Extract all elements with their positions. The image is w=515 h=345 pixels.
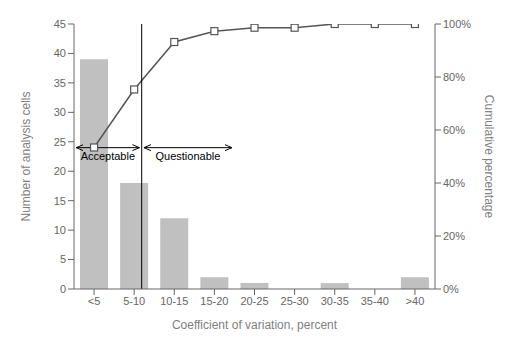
svg-text:20%: 20%	[443, 230, 465, 242]
svg-text:30-35: 30-35	[321, 295, 349, 307]
svg-text:30: 30	[54, 106, 66, 118]
svg-text:35-40: 35-40	[361, 295, 389, 307]
svg-text:5-10: 5-10	[123, 295, 145, 307]
svg-text:40%: 40%	[443, 177, 465, 189]
svg-text:25: 25	[54, 136, 66, 148]
svg-text:Questionable: Questionable	[156, 150, 221, 162]
svg-text:45: 45	[54, 18, 66, 30]
svg-text:100%: 100%	[443, 18, 471, 30]
svg-text:40: 40	[54, 47, 66, 59]
svg-text:60%: 60%	[443, 124, 465, 136]
svg-text:15-20: 15-20	[200, 295, 228, 307]
svg-text:15: 15	[54, 195, 66, 207]
svg-text:5: 5	[60, 253, 66, 265]
svg-text:0%: 0%	[443, 283, 459, 295]
svg-text:Acceptable: Acceptable	[81, 150, 135, 162]
svg-text:35: 35	[54, 77, 66, 89]
svg-text:80%: 80%	[443, 71, 465, 83]
svg-text:<5: <5	[88, 295, 101, 307]
svg-text:Number of analysis cells: Number of analysis cells	[19, 91, 33, 221]
svg-text:20: 20	[54, 165, 66, 177]
svg-text:0: 0	[60, 283, 66, 295]
svg-text:25-30: 25-30	[281, 295, 309, 307]
svg-text:Cumulative percentage: Cumulative percentage	[482, 95, 496, 219]
svg-text:>40: >40	[406, 295, 425, 307]
svg-text:10-15: 10-15	[160, 295, 188, 307]
svg-text:10: 10	[54, 224, 66, 236]
svg-text:20-25: 20-25	[240, 295, 268, 307]
svg-text:Coefficient of variation, perc: Coefficient of variation, percent	[172, 318, 338, 332]
